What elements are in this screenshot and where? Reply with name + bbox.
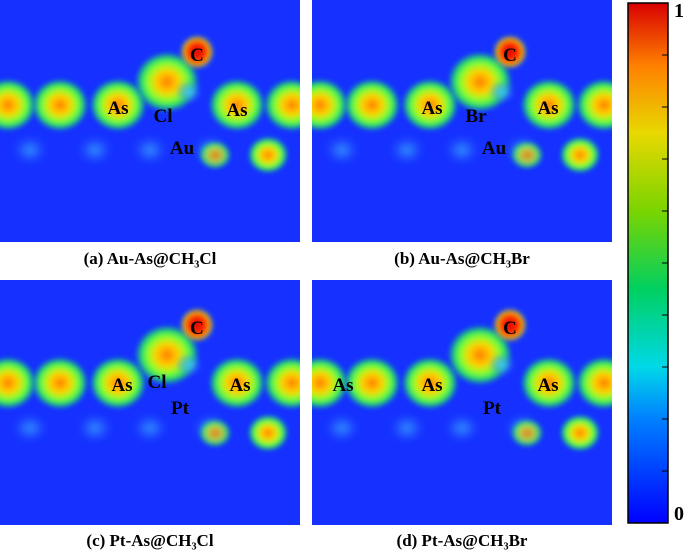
atom-label: Au	[482, 138, 507, 159]
atom-label: Pt	[171, 398, 190, 419]
elf-map	[312, 0, 612, 242]
elf-surface-blob	[312, 357, 348, 409]
elf-surface-blob	[32, 357, 88, 409]
atom-label: As	[332, 375, 353, 396]
colorbar-min-label: 0	[674, 503, 684, 525]
elf-molecule-blob	[175, 353, 203, 377]
elf-surface-blob	[209, 357, 265, 409]
elf-faint	[134, 416, 166, 440]
panel-caption: (d) Pt-As@CH₃Br	[397, 531, 528, 550]
atom-label: As	[111, 375, 132, 396]
elf-surface-blob	[576, 79, 612, 131]
elf-carbon-blob	[180, 308, 214, 342]
atom-label: As	[229, 375, 250, 396]
atom-label: C	[190, 45, 204, 66]
atom-label: As	[537, 375, 558, 396]
elf-faint	[391, 416, 423, 440]
elf-surface-blob	[521, 357, 577, 409]
elf-lower-blob	[199, 141, 231, 169]
elf-surface-blob	[576, 357, 612, 409]
elf-surface-blob	[0, 357, 36, 409]
elf-surface-blob	[264, 79, 300, 131]
elf-faint	[326, 416, 358, 440]
elf-map	[0, 280, 300, 525]
elf-lower-blob	[199, 419, 231, 447]
elf-surface-blob	[344, 79, 400, 131]
colorbar: 1 0	[627, 0, 684, 525]
elf-faint	[79, 416, 111, 440]
atom-label: Cl	[148, 372, 167, 393]
elf-surface-blob	[264, 357, 300, 409]
elf-surface-blob	[209, 79, 265, 131]
elf-surface-blob	[521, 79, 577, 131]
panel-caption: (c) Pt-As@CH₃Cl	[86, 531, 213, 550]
elf-lower-blob	[248, 415, 288, 451]
elf-surface-blob	[32, 79, 88, 131]
panel: C Cl As As Pt	[0, 280, 300, 525]
elf-lower-blob	[511, 419, 543, 447]
elf-lower-blob	[511, 141, 543, 169]
elf-surface-blob	[312, 79, 348, 131]
elf-carbon-blob	[493, 35, 527, 69]
elf-lower-blob	[560, 415, 600, 451]
atom-label: As	[421, 375, 442, 396]
elf-surface-blob	[90, 357, 146, 409]
elf-map	[312, 280, 612, 525]
elf-lower-blob	[560, 137, 600, 173]
atom-label: As	[537, 98, 558, 119]
elf-molecule-blob	[175, 80, 203, 104]
colorbar-max-label: 1	[674, 0, 684, 22]
panel: C Cl As As Au	[0, 0, 300, 242]
elf-molecule-blob	[488, 353, 516, 377]
panel-caption: (b) Au-As@CH₃Br	[394, 249, 530, 268]
elf-surface-blob	[402, 79, 458, 131]
atom-label: Cl	[154, 106, 173, 127]
elf-faint	[79, 138, 111, 162]
elf-surface-blob	[90, 79, 146, 131]
atom-label: As	[421, 98, 442, 119]
elf-faint	[14, 138, 46, 162]
atom-label: C	[503, 45, 517, 66]
atom-label: Br	[465, 106, 487, 127]
elf-surface-blob	[0, 79, 36, 131]
atom-label: Au	[170, 138, 195, 159]
elf-lower-blob	[248, 137, 288, 173]
atom-label: Pt	[483, 398, 502, 419]
elf-faint	[326, 138, 358, 162]
elf-surface-blob	[402, 357, 458, 409]
elf-faint	[391, 138, 423, 162]
elf-carbon-blob	[180, 35, 214, 69]
atom-label: C	[190, 318, 204, 339]
panel: C As As As Pt	[312, 280, 612, 525]
elf-molecule-blob	[488, 80, 516, 104]
atom-label: C	[503, 318, 517, 339]
elf-carbon-blob	[493, 308, 527, 342]
panels: C Cl As As Au C Br As As Au C Cl As As Pt C As As As Pt	[0, 0, 612, 525]
atom-label: As	[226, 100, 247, 121]
elf-faint	[446, 416, 478, 440]
colorbar-gradient	[627, 2, 669, 524]
elf-faint	[446, 138, 478, 162]
panel: C Br As As Au	[312, 0, 612, 242]
elf-faint	[14, 416, 46, 440]
atom-label: As	[107, 98, 128, 119]
panel-caption: (a) Au-As@CH₃Cl	[84, 249, 217, 268]
elf-surface-blob	[344, 357, 400, 409]
elf-map	[0, 0, 300, 242]
elf-faint	[134, 138, 166, 162]
